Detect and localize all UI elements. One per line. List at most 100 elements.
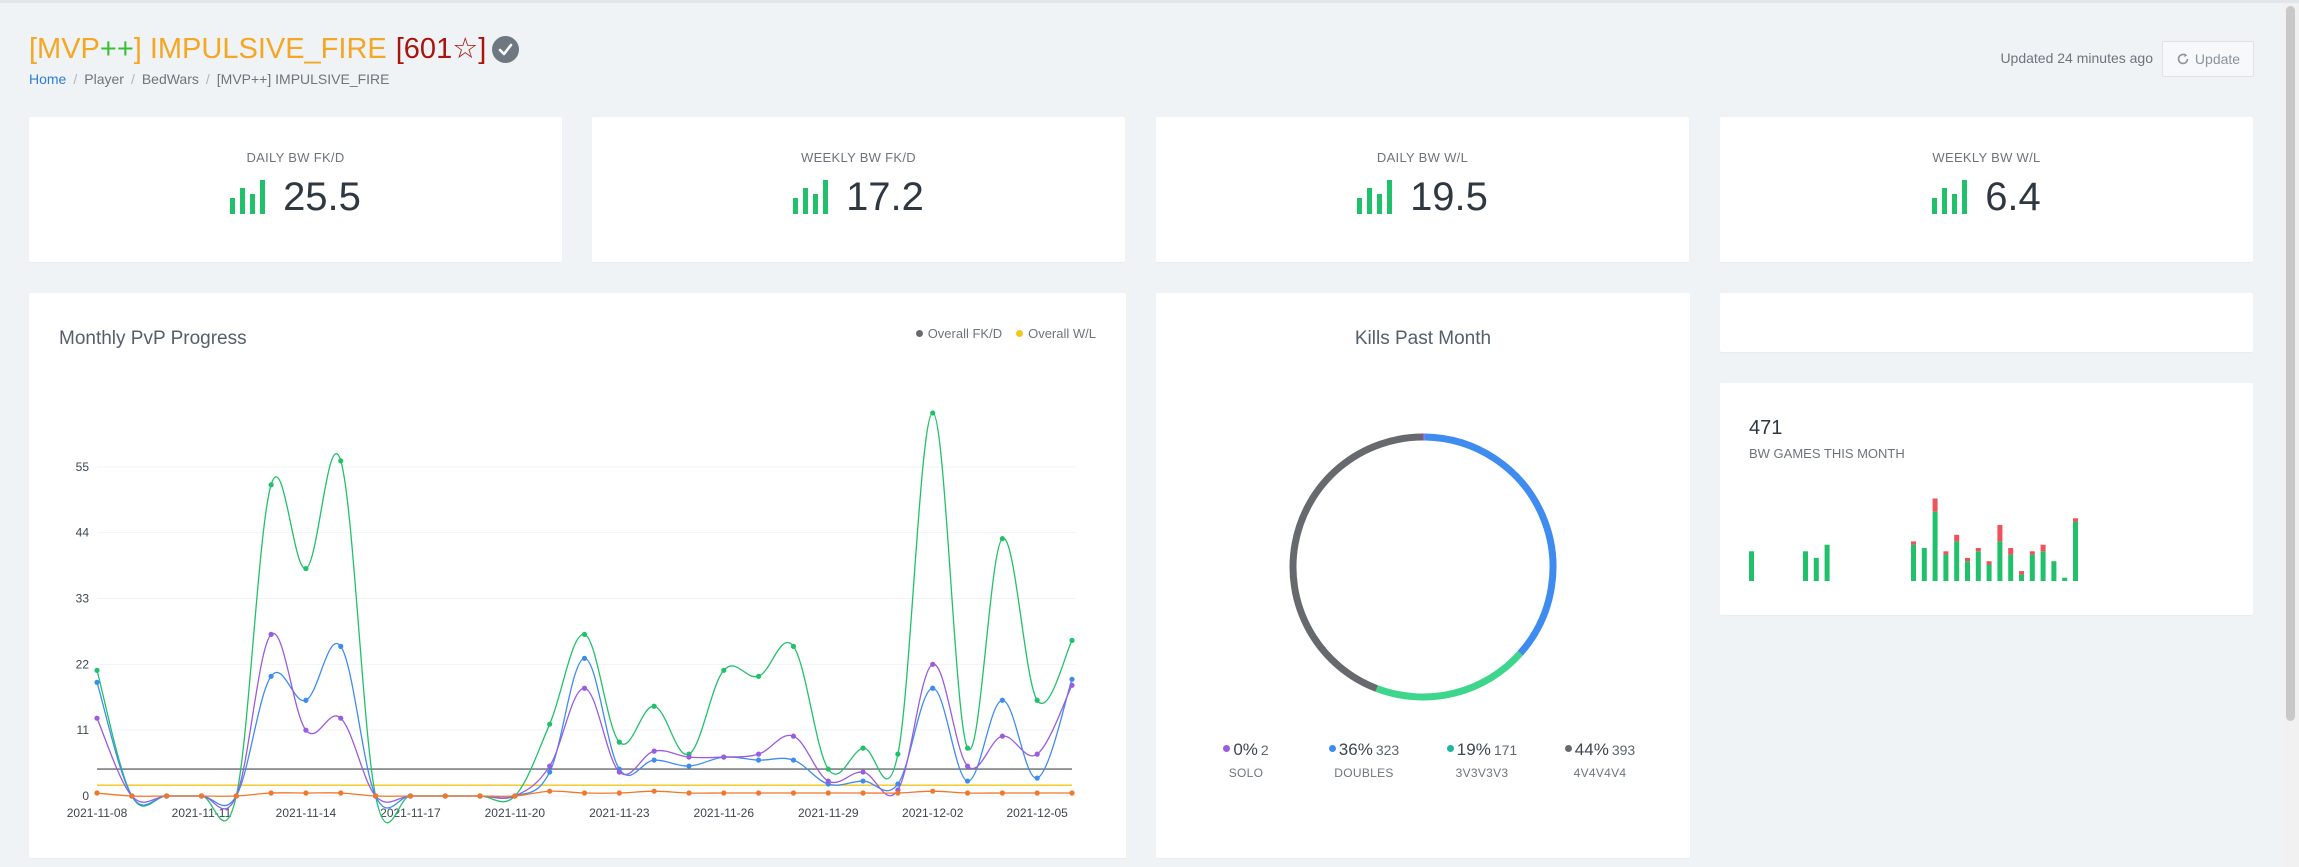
games-card: 471 BW GAMES THIS MONTH — [1720, 383, 2253, 615]
breadcrumb-player[interactable]: Player — [84, 71, 124, 87]
legend-count: 2 — [1260, 742, 1269, 758]
bar-losses — [2073, 518, 2078, 522]
data-point — [581, 790, 588, 796]
legend-item-wlr[interactable]: Overall W/L — [1016, 326, 1096, 341]
x-tick-label: 2021-11-11 — [172, 806, 232, 820]
stat-label: WEEKLY BW W/L — [1932, 150, 2041, 165]
legend-pct: 44% — [1574, 740, 1609, 759]
x-tick-label: 2021-11-29 — [798, 806, 859, 820]
bar-wins — [1749, 551, 1754, 581]
data-point — [1034, 790, 1040, 796]
data-point — [721, 667, 727, 673]
data-point — [1069, 682, 1075, 688]
bar-wins — [1975, 551, 1981, 581]
legend-dot — [1016, 330, 1024, 337]
data-point — [616, 790, 622, 796]
data-point — [895, 781, 901, 787]
data-point — [303, 790, 309, 796]
bar-chart-icon — [1357, 180, 1393, 214]
games-bar-chart — [1749, 498, 2078, 581]
bar-chart-icon — [793, 180, 829, 214]
bar-chart-icon — [230, 180, 266, 214]
donut-title: Kills Past Month — [1354, 328, 1492, 349]
stat-value: 25.5 — [283, 175, 361, 219]
data-point — [825, 790, 831, 796]
data-point — [964, 778, 971, 784]
data-point — [616, 739, 622, 745]
data-point — [964, 763, 971, 769]
bar-wins — [1965, 561, 1970, 581]
bar-wins — [1921, 548, 1927, 581]
bar-wins — [2029, 554, 2035, 581]
legend-mode: SOLO — [1228, 766, 1264, 780]
bar-wins — [2019, 574, 2024, 581]
bar-wins — [1932, 511, 1938, 581]
data-point — [1069, 790, 1075, 796]
donut-legend-solo: 0% 2 SOLO — [1187, 740, 1305, 780]
games-label: BW GAMES THIS MONTH — [1749, 446, 1905, 461]
data-point — [1034, 697, 1040, 703]
bar-wins — [1813, 557, 1819, 581]
bar-losses — [1975, 548, 1981, 552]
data-point — [616, 769, 622, 775]
data-point — [686, 790, 692, 796]
data-point — [303, 697, 309, 703]
bar-losses — [1911, 541, 1916, 545]
stat-card-daily-wlr: DAILY BW W/L 19.5 — [1156, 117, 1689, 262]
rank-open: [MVP — [29, 33, 100, 65]
rank-close: ] — [133, 33, 142, 65]
bar-wins — [1986, 564, 1992, 581]
data-point — [477, 793, 483, 799]
data-point — [581, 655, 588, 661]
legend-item-fkdr[interactable]: Overall FK/D — [915, 326, 1002, 341]
data-point — [756, 757, 762, 763]
breadcrumb-separator: / — [205, 71, 210, 87]
data-point — [930, 661, 936, 667]
data-point — [756, 790, 762, 796]
breadcrumb-bedwars[interactable]: BedWars — [141, 71, 199, 87]
series-line — [96, 412, 1073, 824]
data-point — [129, 793, 135, 799]
data-point — [790, 790, 797, 796]
bar-losses — [1954, 534, 1960, 542]
x-tick-label: 2021-12-05 — [1006, 806, 1068, 820]
chart-title: Monthly PvP Progress — [59, 328, 247, 349]
data-point — [895, 751, 901, 757]
donut-slice — [1424, 433, 1557, 656]
data-point — [233, 793, 239, 799]
bar-losses — [2008, 548, 2014, 555]
legend-mode: 3V3V3V3 — [1455, 766, 1509, 780]
data-point — [581, 631, 588, 638]
bar-wins — [2051, 561, 2057, 581]
legend-count: 323 — [1375, 742, 1400, 758]
bar-wins — [1997, 541, 2003, 581]
bar-losses — [1932, 498, 1938, 512]
breadcrumb-home[interactable]: Home — [29, 71, 67, 87]
legend-pct: 19% — [1456, 740, 1491, 759]
data-point — [581, 685, 588, 691]
data-point — [268, 673, 274, 679]
stat-label: WEEKLY BW FK/D — [801, 150, 916, 165]
legend-mode: 4V4V4V4 — [1573, 766, 1627, 780]
bar-wins — [1803, 551, 1808, 581]
data-point — [547, 788, 553, 794]
player-title: [MVP ++] IMPULSIVE_FIRE [601☆] — [29, 29, 520, 69]
legend-pct: 0% — [1233, 740, 1258, 759]
update-button-label: Update — [2194, 51, 2241, 67]
bar-losses — [2019, 571, 2024, 575]
data-point — [303, 565, 309, 572]
data-point — [999, 536, 1005, 542]
data-point — [547, 763, 553, 769]
data-point — [651, 748, 657, 754]
bar-wins — [2062, 577, 2068, 581]
page-header: [MVP ++] IMPULSIVE_FIRE [601☆] Home / Playe… — [29, 29, 520, 87]
legend-dot — [1446, 745, 1454, 752]
update-button[interactable]: Update — [2162, 41, 2254, 77]
data-point — [895, 790, 901, 796]
donut-legend-4v4v4v4: 44% 393 4V4V4V4 — [1541, 740, 1659, 780]
data-point — [651, 703, 657, 709]
y-tick-label: 33 — [76, 592, 90, 606]
page-scrollbar[interactable] — [2282, 3, 2299, 867]
scrollbar-thumb[interactable] — [2286, 6, 2295, 721]
data-point — [790, 757, 797, 763]
